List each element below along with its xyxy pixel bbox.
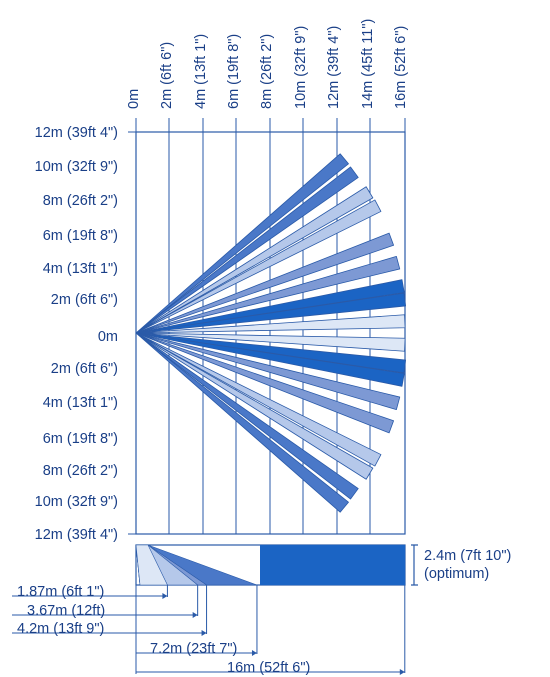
left-axis-label: 12m (39ft 4") (35, 125, 118, 141)
detection-beam (135, 186, 374, 334)
left-axis-label: 6m (19ft 8") (43, 228, 118, 244)
side-view: 2.4m (7ft 10") (optimum) 1.87m (6ft 1") … (12, 544, 511, 676)
left-axis-label: 8m (26ft 2") (43, 193, 118, 209)
detection-beam (135, 332, 349, 513)
left-axis-label: 2m (6ft 6") (51, 292, 118, 308)
top-axis-label: 12m (39ft 4") (326, 26, 342, 109)
arrowhead (201, 630, 207, 636)
arrowhead (251, 650, 257, 656)
distance-lines (12, 585, 406, 675)
detection-beam (135, 332, 401, 411)
left-axis-label: 10m (32ft 9") (35, 494, 118, 510)
detection-beam (135, 166, 359, 334)
left-axis-label: 8m (26ft 2") (43, 463, 118, 479)
detection-beam (135, 255, 401, 334)
distance-label: 1.87m (6ft 1") (17, 584, 104, 600)
detection-beam (135, 332, 405, 387)
height-bracket (411, 544, 418, 586)
distance-label: 3.67m (12ft) (27, 603, 105, 619)
left-axis-label: 0m (98, 329, 118, 345)
plan-beams (135, 153, 407, 513)
arrowhead (192, 612, 198, 618)
left-axis-label: 4m (13ft 1") (43, 395, 118, 411)
top-axis-label: 2m (6ft 6") (159, 42, 175, 109)
top-axis-label: 10m (32ft 9") (293, 26, 309, 109)
height-note: (optimum) (424, 566, 489, 582)
detection-beam (135, 232, 395, 334)
detection-beam (135, 314, 406, 334)
distance-label: 16m (52ft 6") (227, 660, 310, 676)
top-axis-label: 0m (126, 89, 142, 109)
top-axis-label: 8m (26ft 2") (259, 34, 275, 109)
detection-beam (135, 292, 407, 334)
distance-label: 7.2m (23ft 7") (150, 641, 237, 657)
arrowhead (399, 669, 405, 675)
distance-label: 4.2m (13ft 9") (17, 621, 104, 637)
top-axis-label: 6m (19ft 8") (226, 34, 242, 109)
top-axis: 0m 2m (6ft 6") 4m (13ft 1") 6m (19ft 8")… (126, 19, 409, 109)
left-axis-label: 2m (6ft 6") (51, 361, 118, 377)
left-axis-label: 12m (39ft 4") (35, 527, 118, 543)
left-axis-label: 4m (13ft 1") (43, 261, 118, 277)
left-axis-label: 10m (32ft 9") (35, 159, 118, 175)
detection-beam (135, 332, 359, 500)
side-view-detection-zone (260, 545, 405, 585)
height-label: 2.4m (7ft 10") (424, 548, 511, 564)
left-axis-label: 6m (19ft 8") (43, 431, 118, 447)
top-axis-label: 14m (45ft 11") (360, 19, 376, 109)
left-axis: 12m (39ft 4") 10m (32ft 9") 8m (26ft 2")… (35, 125, 118, 543)
detection-beam (135, 153, 349, 334)
detection-beam (135, 332, 374, 480)
side-wedges (135, 544, 258, 586)
detection-beam (135, 332, 382, 467)
detection-beam (135, 332, 406, 352)
detection-beam (135, 332, 395, 434)
top-axis-label: 16m (52ft 6") (393, 26, 409, 109)
detection-beam (135, 199, 382, 334)
arrowhead (162, 593, 168, 599)
top-axis-label: 4m (13ft 1") (193, 34, 209, 109)
